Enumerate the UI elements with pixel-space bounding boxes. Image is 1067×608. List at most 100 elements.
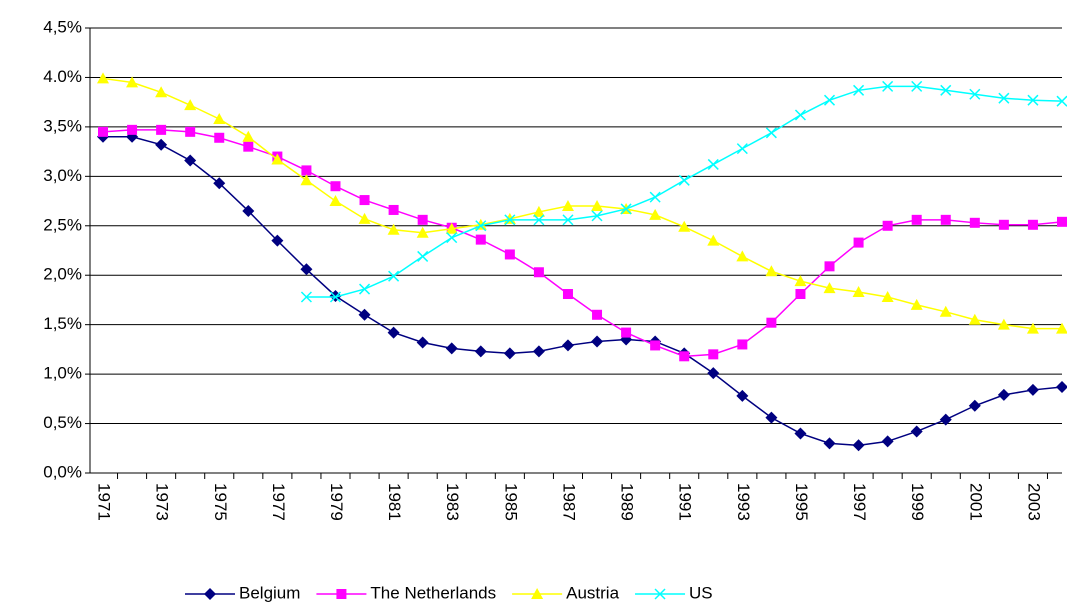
marker: [824, 261, 835, 272]
legend-label: Belgium: [239, 583, 300, 602]
marker: [911, 214, 922, 225]
marker: [940, 84, 952, 96]
marker: [1057, 216, 1067, 227]
y-tick-label: 2,0%: [43, 265, 82, 284]
marker: [939, 305, 952, 317]
x-tick-label: 1989: [618, 483, 637, 521]
x-tick-label: 1991: [676, 483, 695, 521]
marker: [97, 72, 109, 84]
marker: [998, 92, 1010, 104]
x-tick-label: 1997: [850, 483, 869, 521]
marker: [504, 214, 516, 226]
marker: [184, 99, 197, 111]
marker: [882, 80, 894, 92]
marker: [765, 411, 778, 424]
marker: [300, 291, 312, 303]
marker: [416, 336, 429, 349]
marker: [445, 222, 458, 234]
x-tick-label: 1973: [153, 483, 172, 521]
marker: [503, 347, 516, 360]
marker: [416, 226, 429, 238]
marker: [737, 339, 748, 350]
y-tick-label: 1,0%: [43, 364, 82, 383]
legend-label: The Netherlands: [370, 583, 496, 602]
marker: [533, 214, 545, 226]
marker: [707, 158, 719, 170]
marker: [707, 234, 720, 246]
marker: [852, 286, 865, 298]
legend-label: US: [689, 583, 713, 602]
marker: [998, 219, 1009, 230]
legend-item: Belgium: [185, 583, 300, 602]
marker: [649, 191, 661, 203]
marker: [301, 165, 312, 176]
marker: [823, 282, 836, 294]
marker: [155, 86, 168, 98]
marker: [997, 388, 1010, 401]
y-tick-label: 1,5%: [43, 314, 82, 333]
x-tick-label: 1971: [95, 483, 114, 521]
marker: [329, 195, 342, 207]
marker: [968, 313, 981, 325]
marker: [823, 94, 836, 106]
marker: [736, 250, 749, 262]
marker: [679, 351, 690, 362]
marker: [359, 283, 371, 295]
marker: [98, 126, 108, 137]
marker: [330, 181, 341, 192]
marker: [939, 413, 952, 426]
marker: [336, 589, 347, 599]
marker: [911, 80, 923, 92]
marker: [185, 126, 196, 137]
marker: [794, 109, 806, 121]
marker: [795, 289, 806, 300]
marker: [329, 291, 342, 303]
marker: [271, 234, 284, 247]
marker: [417, 250, 429, 262]
marker: [417, 214, 428, 225]
marker: [881, 435, 894, 448]
marker: [766, 317, 777, 328]
marker: [562, 214, 574, 226]
series-line: [102, 129, 1063, 358]
marker: [155, 138, 168, 151]
marker: [359, 195, 370, 206]
marker: [184, 154, 197, 167]
marker: [736, 143, 748, 155]
marker: [620, 203, 632, 215]
marker: [388, 204, 399, 215]
x-tick-label: 2003: [1024, 483, 1043, 521]
marker: [591, 200, 604, 211]
marker: [562, 289, 573, 300]
legend-item: US: [635, 583, 713, 602]
x-tick-label: 2001: [966, 483, 985, 521]
marker: [997, 318, 1010, 330]
marker: [823, 437, 836, 450]
marker: [533, 267, 544, 278]
x-tick-label: 1999: [908, 483, 927, 521]
x-tick-label: 1975: [211, 483, 230, 521]
x-tick-label: 1995: [792, 483, 811, 521]
marker: [475, 220, 487, 232]
marker: [127, 124, 138, 135]
x-tick-label: 1979: [327, 483, 346, 521]
x-tick-label: 1985: [501, 483, 520, 521]
marker: [654, 588, 666, 600]
marker: [446, 232, 458, 244]
marker: [1027, 94, 1039, 106]
marker: [852, 439, 865, 452]
marker: [940, 214, 951, 225]
marker: [213, 112, 226, 124]
marker: [1056, 95, 1067, 107]
marker: [678, 220, 691, 232]
marker: [474, 345, 487, 358]
marker: [736, 389, 749, 402]
legend-item: The Netherlands: [316, 583, 496, 602]
marker: [591, 335, 604, 348]
y-tick-label: 0,0%: [43, 462, 82, 481]
marker: [1056, 380, 1067, 393]
marker: [300, 174, 313, 186]
marker: [592, 309, 603, 320]
marker: [881, 290, 894, 302]
